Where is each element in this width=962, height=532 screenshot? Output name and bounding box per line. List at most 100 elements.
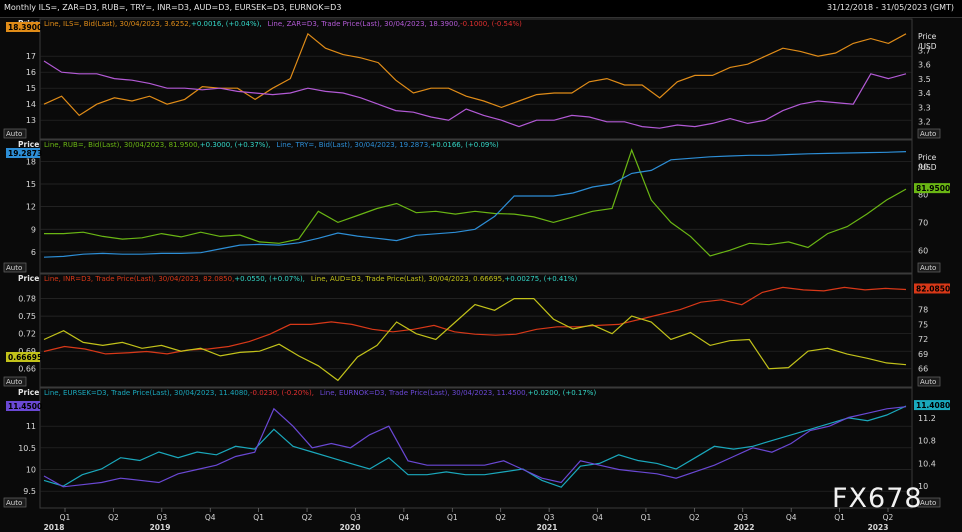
auto-button-label: Auto [6, 264, 22, 272]
legend-change: -0.1000, (-0.54%) [460, 20, 522, 28]
x-quarter-label: Q1 [641, 513, 652, 522]
x-quarter-label: Q1 [834, 513, 845, 522]
x-quarter-label: Q3 [544, 513, 555, 522]
right-axis-unit: /USD [918, 42, 937, 51]
right-tick-label: 66 [918, 365, 928, 374]
right-tick-label: 3.3 [918, 103, 931, 112]
left-tick-label: 15 [26, 84, 36, 93]
last-value-label: 18.3900 [8, 23, 42, 32]
left-tick-label: 6 [31, 248, 36, 257]
last-value-label: 11.4500 [8, 402, 42, 411]
panel-frame [39, 18, 913, 140]
x-quarter-label: Q2 [108, 513, 119, 522]
auto-button [917, 497, 941, 508]
right-tick-label: 69 [918, 350, 928, 359]
right-tick-label: 75 [918, 320, 928, 329]
x-year-label: 2021 [537, 523, 558, 532]
auto-button-label: Auto [6, 499, 22, 507]
x-quarter-label: Q2 [495, 513, 506, 522]
auto-button-label: Auto [920, 264, 936, 272]
legend-change: +0.0016, (+0.04%), [191, 20, 262, 28]
auto-button-label: Auto [6, 378, 22, 386]
x-year-label: 2019 [150, 523, 171, 532]
x-quarter-label: Q1 [447, 513, 458, 522]
series-line-eurnokd3 [43, 406, 907, 488]
legend-entry: Line, EURNOK=D3, Trade Price(Last), 30/0… [320, 389, 528, 397]
x-quarter-label: Q2 [883, 513, 894, 522]
x-year-label: 2023 [868, 523, 889, 532]
x-quarter-label: Q4 [592, 513, 603, 522]
auto-button-label: Auto [920, 130, 936, 138]
last-value-tag [914, 183, 950, 194]
left-tick-label: 11 [26, 422, 36, 431]
legend-entry: Line, TRY=, Bid(Last), 30/04/2023, 19.28… [276, 141, 430, 149]
auto-button [3, 262, 27, 273]
left-axis-title: Price [18, 388, 39, 397]
auto-button [3, 128, 27, 139]
right-tick-label: 3.2 [918, 118, 931, 127]
legend-entry: Line, RUB=, Bid(Last), 30/04/2023, 81.95… [44, 141, 200, 149]
chart-title: Monthly ILS=, ZAR=D3, RUB=, TRY=, INR=D3… [4, 3, 342, 12]
x-quarter-label: Q1 [253, 513, 264, 522]
legend-change: -0.0230, (-0.20%), [250, 389, 314, 397]
right-tick-label: 3.7 [918, 46, 931, 55]
last-value-tag [6, 401, 40, 411]
left-axis-title: Price [18, 140, 39, 149]
left-tick-label: 10.5 [18, 444, 36, 453]
last-value-tag [6, 22, 40, 32]
x-quarter-label: Q4 [205, 513, 216, 522]
legend-change: +0.0550, (+0.07%), [234, 275, 305, 283]
right-tick-label: 3.6 [918, 61, 931, 70]
left-tick-label: 15 [26, 180, 36, 189]
x-quarter-label: Q2 [689, 513, 700, 522]
right-tick-label: 80 [918, 191, 928, 200]
right-tick-label: 10.8 [918, 437, 936, 446]
left-tick-label: 18 [26, 157, 36, 166]
auto-button [917, 262, 941, 273]
right-axis-title: Price [918, 32, 937, 41]
last-value-label: 81.9500 [916, 184, 950, 193]
auto-button [3, 497, 27, 508]
watermark: FX678 [832, 483, 923, 514]
series-line-eursekd3 [43, 405, 907, 488]
legend-entry: Line, EURSEK=D3, Trade Price(Last), 30/0… [44, 389, 250, 397]
series-line-audd3 [43, 298, 907, 382]
legend-entry: Line, ILS=, Bid(Last), 30/04/2023, 3.625… [44, 20, 191, 28]
right-axis-unit: /USD [918, 163, 937, 172]
series-line-rub [44, 148, 907, 257]
right-tick-label: 78 [918, 306, 928, 315]
legend-entry: Line, AUD=D3, Trade Price(Last), 30/04/2… [311, 275, 504, 283]
last-value-label: 11.4080 [916, 401, 950, 410]
right-tick-label: 3.4 [918, 89, 931, 98]
right-tick-label: 11.2 [918, 414, 936, 423]
right-tick-label: 72 [918, 335, 928, 344]
x-quarter-label: Q4 [399, 513, 410, 522]
x-year-label: 2020 [340, 523, 361, 532]
last-value-tag [6, 352, 40, 362]
last-value-label: 0.66695 [8, 353, 42, 362]
auto-button [3, 376, 27, 387]
left-tick-label: 0.72 [18, 330, 36, 339]
last-value-label: 82.0850 [916, 284, 950, 293]
date-range: 31/12/2018 - 31/05/2023 (GMT) [827, 3, 954, 12]
left-tick-label: 10 [26, 466, 36, 475]
legend-entry: Line, ZAR=D3, Trade Price(Last), 30/04/2… [268, 20, 461, 28]
right-tick-label: 60 [918, 246, 928, 255]
x-quarter-label: Q4 [786, 513, 797, 522]
last-value-tag [6, 148, 40, 158]
series-line-try [43, 151, 907, 258]
legend-change: +0.3000, (+0.37%), [200, 141, 271, 149]
x-quarter-label: Q3 [737, 513, 748, 522]
auto-button-label: Auto [920, 378, 936, 386]
left-tick-label: 0.66 [18, 365, 36, 374]
left-tick-label: 0.75 [18, 312, 36, 321]
auto-button [917, 376, 941, 387]
left-tick-label: 12 [26, 203, 36, 212]
left-tick-label: 14 [26, 100, 36, 109]
last-value-tag [914, 400, 950, 411]
x-quarter-label: Q3 [156, 513, 167, 522]
x-quarter-label: Q3 [350, 513, 361, 522]
right-axis-title: Price [918, 153, 937, 162]
x-quarter-label: Q1 [60, 513, 71, 522]
